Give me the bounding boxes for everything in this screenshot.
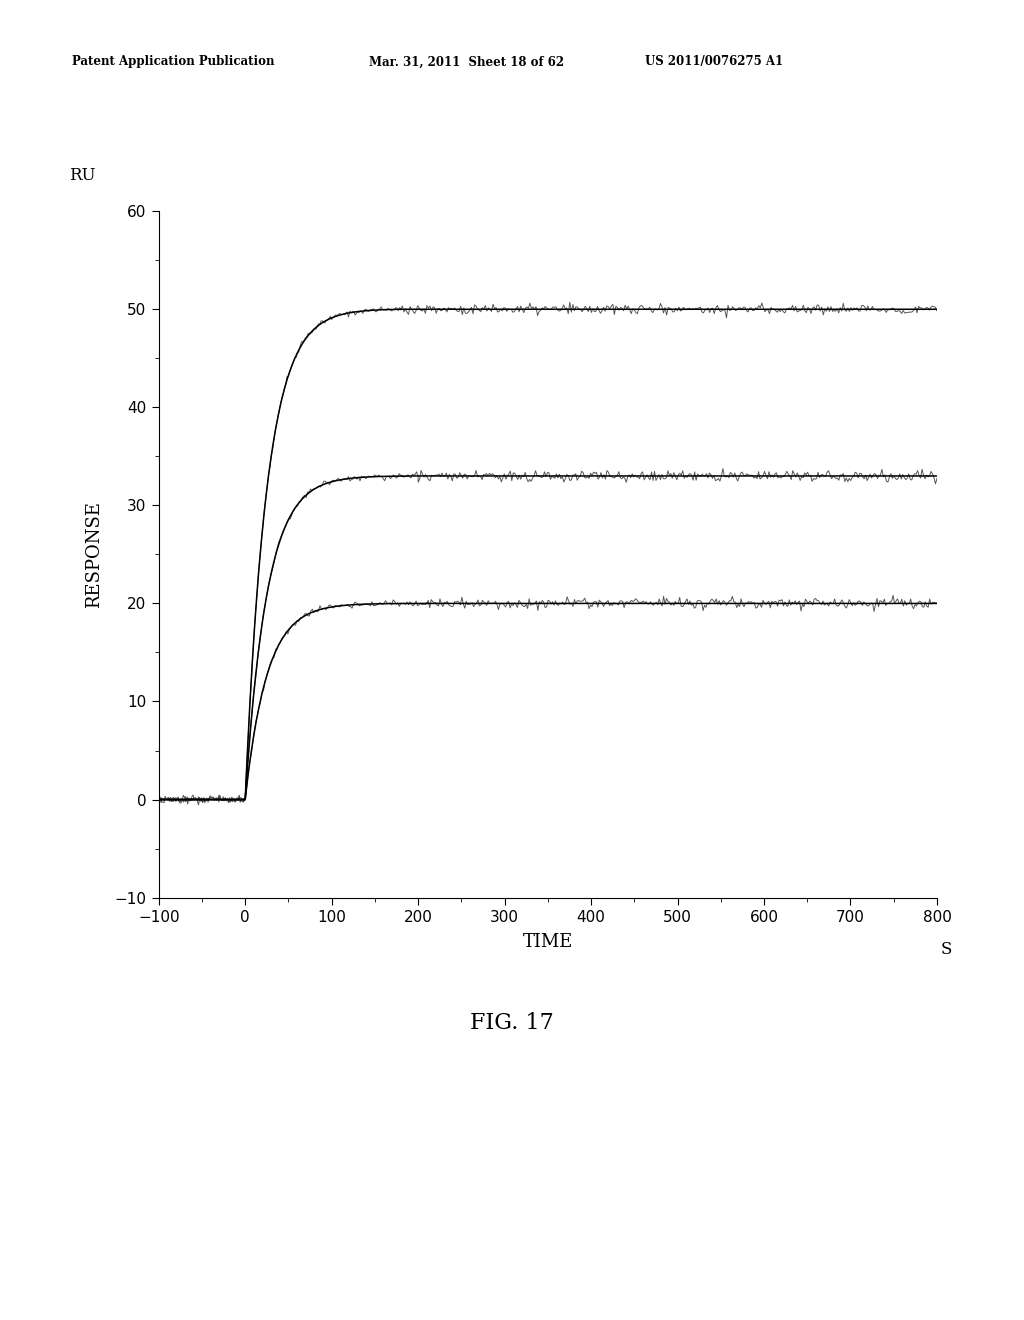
Text: S: S (941, 941, 952, 957)
X-axis label: TIME: TIME (522, 933, 573, 952)
Text: FIG. 17: FIG. 17 (470, 1012, 554, 1034)
Text: RU: RU (70, 166, 95, 183)
Text: Patent Application Publication: Patent Application Publication (72, 55, 274, 69)
Text: Mar. 31, 2011  Sheet 18 of 62: Mar. 31, 2011 Sheet 18 of 62 (369, 55, 564, 69)
Text: US 2011/0076275 A1: US 2011/0076275 A1 (645, 55, 783, 69)
Y-axis label: RESPONSE: RESPONSE (85, 500, 103, 609)
